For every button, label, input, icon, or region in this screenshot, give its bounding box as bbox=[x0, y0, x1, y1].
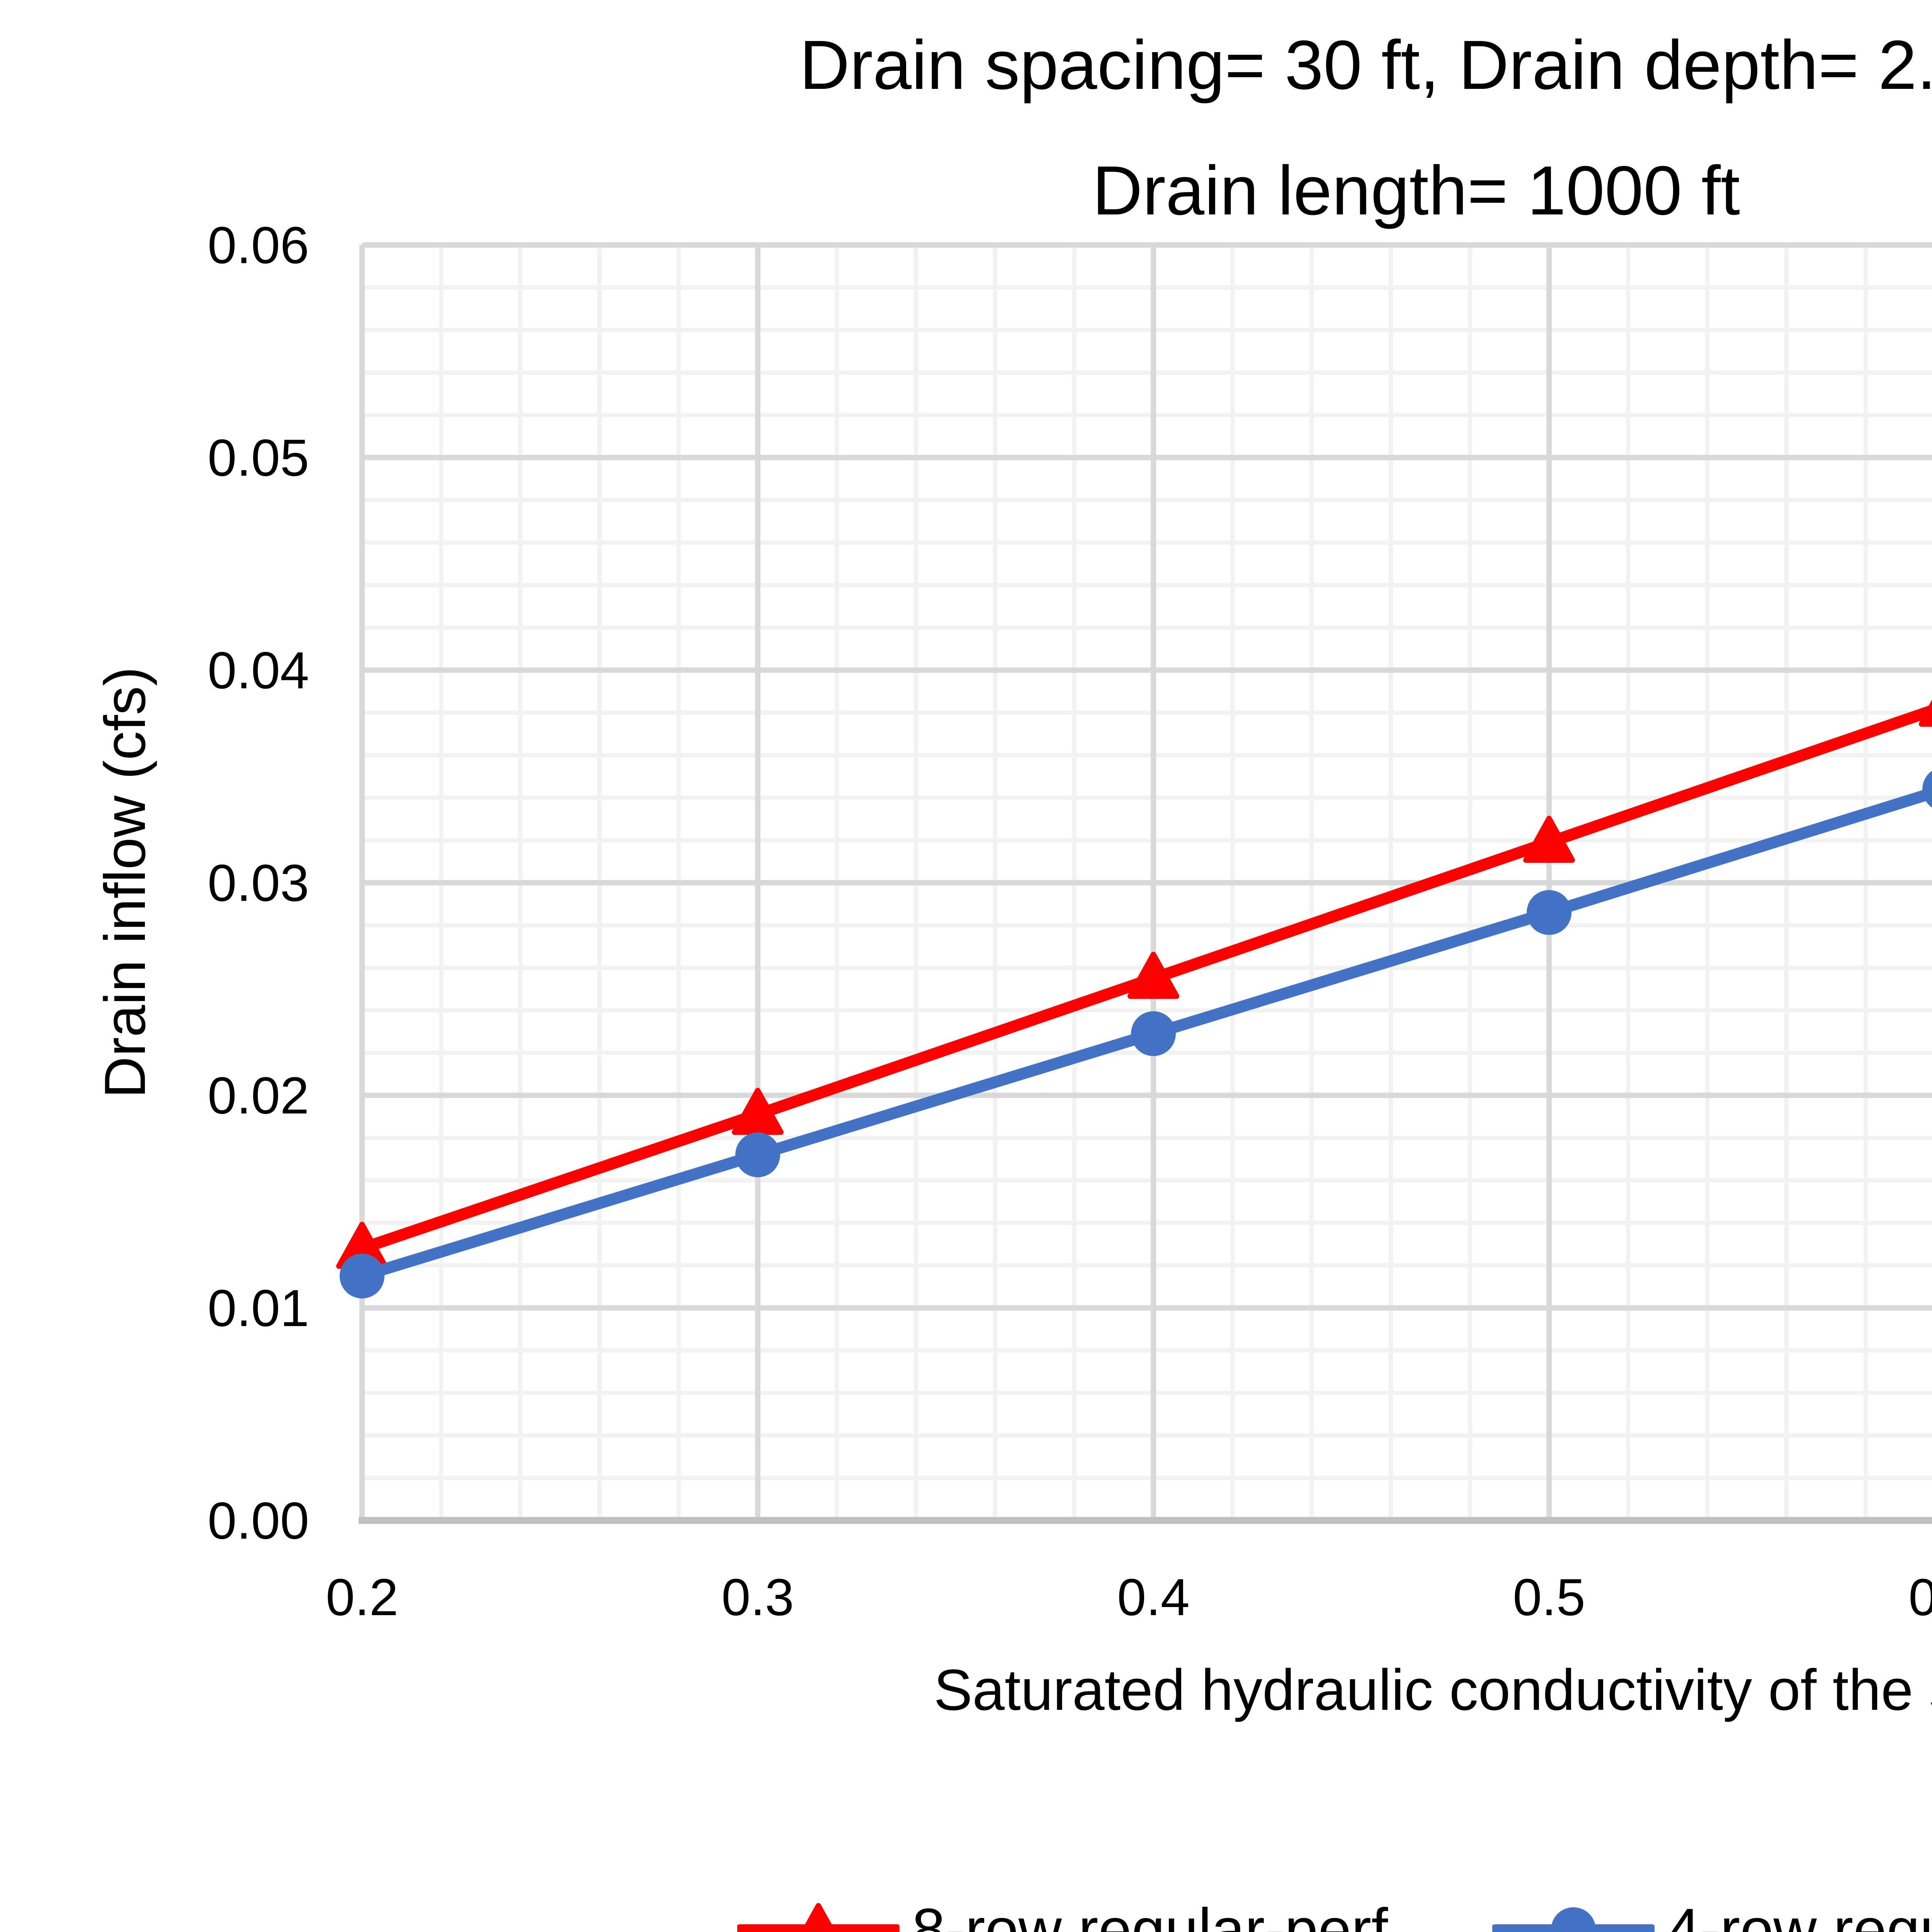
y-tick-label: 0.06 bbox=[207, 216, 309, 274]
y-tick-label: 0.02 bbox=[207, 1066, 309, 1125]
marker-triangle bbox=[1919, 699, 1932, 727]
marker-circle bbox=[735, 1132, 780, 1177]
y-axis-title: Drain inflow (cfs) bbox=[92, 667, 157, 1099]
x-tick-label: 0.3 bbox=[721, 1568, 794, 1626]
marker-triangle bbox=[1128, 952, 1179, 999]
marker-circle bbox=[1527, 890, 1571, 935]
marker-triangle bbox=[732, 1088, 784, 1135]
chart-title-line1: Drain spacing= 30 ft, Drain depth= 2.5 f… bbox=[799, 26, 1932, 104]
marker-circle bbox=[1551, 1907, 1596, 1932]
x-tick-label: 0.2 bbox=[326, 1568, 398, 1626]
legend-marker-circle bbox=[1492, 1907, 1655, 1932]
series-4-row-regular-perf bbox=[340, 770, 1932, 1299]
legend-marker-triangle bbox=[737, 1903, 900, 1932]
series-8-row-regular-perf bbox=[336, 699, 1932, 1269]
marker-triangle bbox=[801, 1903, 836, 1932]
legend-item-8-row: 8-row regular-perf bbox=[737, 1895, 1388, 1932]
x-tick-label: 0.5 bbox=[1513, 1568, 1585, 1626]
y-axis-tick-labels: 0.00 0.01 0.02 0.03 0.04 0.05 0.06 bbox=[207, 216, 309, 1550]
y-tick-label: 0.04 bbox=[207, 641, 309, 699]
chart-title-line2: Drain length= 1000 ft bbox=[1092, 152, 1740, 230]
x-axis-title: Saturated hydraulic conductivity of the … bbox=[934, 1657, 1932, 1722]
y-tick-label: 0.05 bbox=[207, 429, 309, 487]
marker-circle bbox=[1131, 1011, 1176, 1056]
y-tick-label: 0.03 bbox=[207, 854, 309, 912]
marker-circle bbox=[340, 1253, 384, 1299]
x-tick-label: 0.4 bbox=[1117, 1568, 1190, 1626]
marker-circle bbox=[1922, 770, 1932, 808]
legend-label: 4-row regular-perf bbox=[1667, 1896, 1932, 1932]
legend: 8-row regular-perf 4-row regular-perf bbox=[32, 1895, 1932, 1932]
x-tick-label: 0.6 bbox=[1908, 1568, 1932, 1626]
marker-triangle bbox=[1523, 815, 1575, 863]
y-tick-label: 0.01 bbox=[207, 1279, 309, 1337]
legend-label: 8-row regular-perf bbox=[912, 1896, 1388, 1932]
y-tick-label: 0.00 bbox=[207, 1492, 309, 1550]
series-group bbox=[336, 699, 1932, 1299]
legend-item-4-row: 4-row regular-perf bbox=[1492, 1895, 1932, 1932]
x-axis-tick-labels: 0.20.30.40.50.60.70.8 bbox=[326, 1568, 1932, 1626]
